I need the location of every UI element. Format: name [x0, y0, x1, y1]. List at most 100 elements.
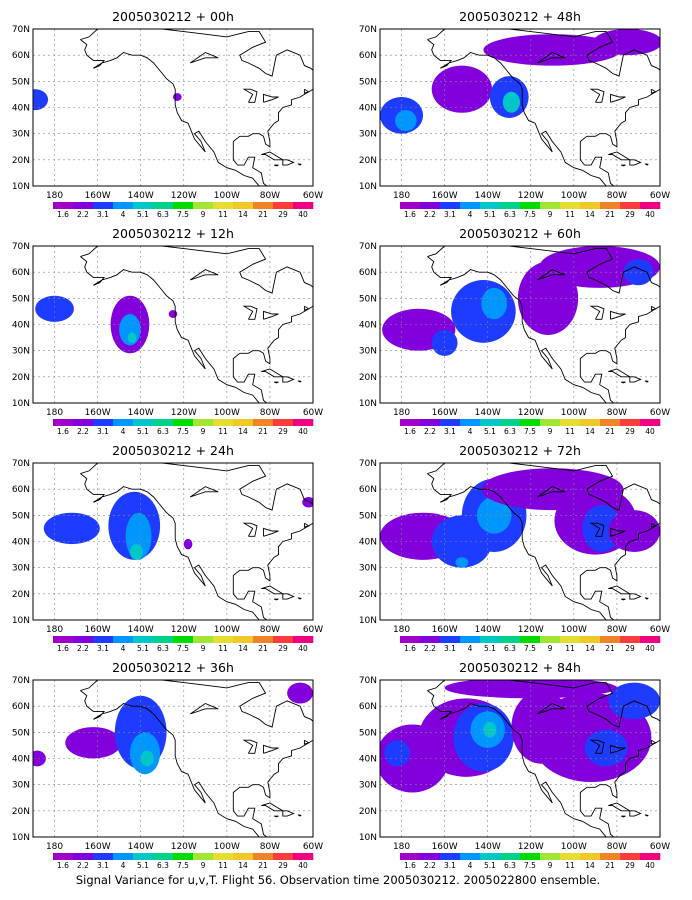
y-tick-label: 70N: [359, 25, 377, 35]
plot-area: [380, 680, 660, 837]
colorbar-swatch: [640, 853, 661, 860]
x-tick-label: 180: [46, 191, 63, 201]
coastline: [589, 305, 605, 320]
colorbar-swatch: [133, 202, 154, 209]
colorbar-label: 6.3: [157, 210, 169, 219]
colorbar-swatch: [53, 636, 74, 643]
x-tick-label: 180: [46, 408, 63, 418]
coastline: [629, 376, 642, 383]
map-panel-3: 2005030212 + 36h 70N 60N 50N 40N 30N 20N 10N 180…: [12, 660, 323, 870]
colorbar-swatch: [560, 636, 581, 643]
colorbar-swatch: [400, 202, 421, 209]
coastline: [282, 376, 295, 383]
colorbar-swatch: [93, 853, 114, 860]
coastline: [80, 473, 260, 620]
colorbar-swatch: [540, 636, 561, 643]
colorbar-label: 40: [298, 861, 308, 870]
y-tick-label: 20N: [359, 807, 377, 817]
x-tick-label: 180: [46, 842, 63, 852]
colorbar-swatch: [153, 202, 174, 209]
x-tick-label: 160W: [432, 625, 458, 635]
colorbar-swatch: [173, 853, 194, 860]
colorbar-swatch: [480, 853, 501, 860]
colorbar-label: 40: [645, 861, 655, 870]
colorbar-swatch: [460, 636, 481, 643]
y-tick-label: 10N: [359, 833, 377, 843]
colorbar-swatch: [480, 636, 501, 643]
coastline: [80, 690, 260, 837]
x-tick-label: 60W: [650, 625, 670, 635]
colorbar-label: 40: [298, 644, 308, 653]
y-tick-label: 40N: [12, 755, 30, 765]
variance-contour: [35, 295, 74, 322]
variance-contour: [129, 544, 143, 560]
y-tick-label: 30N: [12, 781, 30, 791]
colorbar-swatch: [173, 419, 194, 426]
x-tick-label: 160W: [85, 408, 111, 418]
coastline: [644, 163, 649, 166]
coastline: [650, 739, 657, 745]
colorbar-swatch: [173, 202, 194, 209]
coastline: [274, 598, 279, 601]
x-tick-label: 80W: [607, 842, 627, 852]
variance-contour: [173, 93, 182, 101]
colorbar-label: 3.1: [97, 427, 109, 436]
coastline: [274, 815, 279, 818]
x-tick-label: 60W: [650, 408, 670, 418]
colorbar-label: 21: [605, 427, 615, 436]
colorbar-label: 3.1: [97, 861, 109, 870]
y-tick-label: 70N: [12, 25, 30, 35]
colorbar-label: 4: [121, 427, 126, 436]
colorbar-swatch: [213, 419, 234, 426]
x-tick-label: 160W: [432, 191, 458, 201]
colorbar-swatch: [600, 419, 621, 426]
coastline: [621, 164, 626, 167]
colorbar-swatch: [440, 636, 461, 643]
x-tick-label: 100W: [561, 842, 587, 852]
x-tick-label: 140W: [128, 625, 154, 635]
colorbar-label: 14: [585, 427, 595, 436]
colorbar-swatch: [440, 853, 461, 860]
colorbar-swatch: [640, 419, 661, 426]
plot-frame: [379, 28, 661, 187]
panel-title: 2005030212 + 24h: [112, 443, 234, 458]
coastline: [312, 305, 313, 307]
colorbar-label: 1.6: [57, 861, 69, 870]
colorbar-label: 3.1: [444, 644, 456, 653]
coastline: [659, 305, 660, 307]
colorbar-label: 4: [121, 210, 126, 219]
colorbar-label: 2.2: [424, 210, 436, 219]
colorbar-swatch: [560, 419, 581, 426]
colorbar-swatch: [273, 853, 294, 860]
colorbar: 1.6 2.2 3.1 4 5.1 6.3 7.5 9 11 14 21 29 40: [400, 853, 661, 870]
coastline: [650, 522, 657, 528]
colorbar-label: 1.6: [404, 210, 416, 219]
colorbar-label: 40: [298, 210, 308, 219]
variance-contour: [127, 332, 137, 343]
colorbar-label: 1.6: [404, 861, 416, 870]
coastline: [303, 88, 310, 94]
y-tick-label: 40N: [359, 321, 377, 331]
coastline: [427, 39, 607, 186]
colorbar-label: 1.6: [57, 644, 69, 653]
colorbar-label: 5.1: [484, 427, 496, 436]
colorbar-label: 21: [258, 644, 268, 653]
panel-title: 2005030212 + 60h: [459, 226, 581, 241]
colorbar-swatch: [400, 853, 421, 860]
plot-area: [380, 246, 660, 403]
plot-frame: [32, 28, 314, 187]
colorbar-label: 7.5: [524, 210, 536, 219]
x-tick-label: 80W: [607, 408, 627, 418]
y-tick-label: 60N: [12, 268, 30, 278]
colorbar-label: 40: [298, 427, 308, 436]
colorbar-swatch: [113, 419, 134, 426]
colorbar-swatch: [580, 853, 601, 860]
coastline: [282, 593, 295, 600]
colorbar-swatch: [233, 853, 254, 860]
map-panel-1: 2005030212 + 12h 70N 60N 50N 40N 30N 20N 10N 180…: [12, 226, 323, 436]
colorbar-label: 3.1: [97, 644, 109, 653]
x-tick-label: 180: [46, 625, 63, 635]
colorbar-label: 1.6: [57, 427, 69, 436]
coastline: [312, 739, 313, 741]
coastline: [536, 702, 566, 715]
